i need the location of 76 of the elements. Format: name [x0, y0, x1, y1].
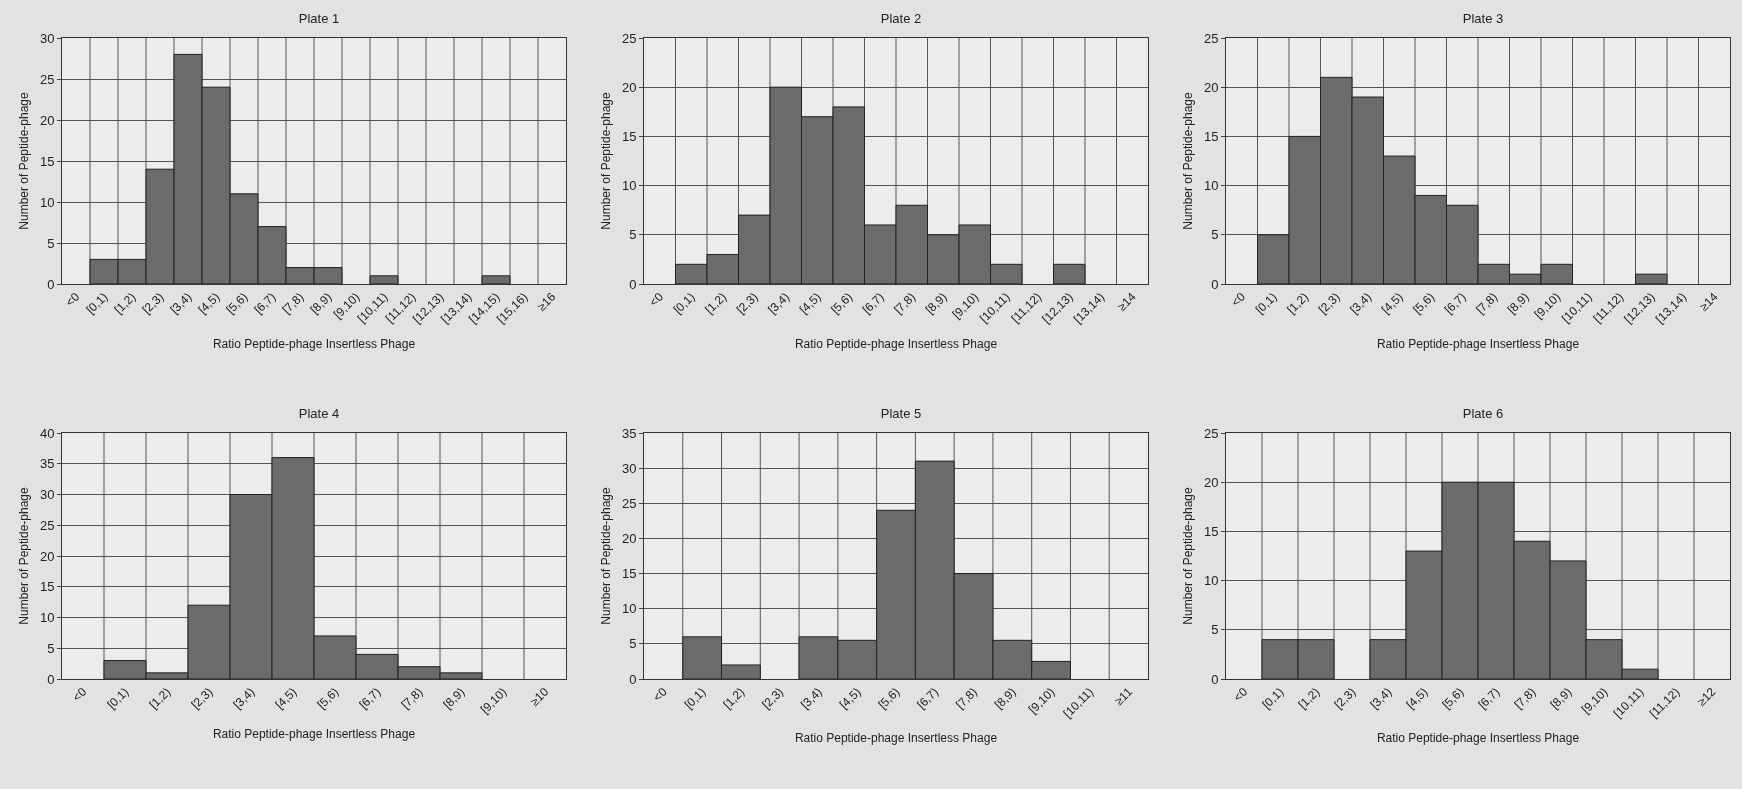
x-axis-title: Ratio Peptide-phage Insertless Phage: [1376, 337, 1580, 352]
x-tick-label: ≥16: [534, 289, 559, 314]
y-tick-label: 5: [629, 636, 637, 652]
y-tick-label: 35: [39, 456, 55, 472]
y-tick-label: 40: [39, 425, 55, 441]
y-tick-label: 10: [39, 610, 55, 626]
y-tick-label: 25: [1203, 30, 1219, 46]
y-tick-label: 35: [621, 425, 637, 441]
x-tick-label: <0: [62, 289, 83, 310]
x-axis-title: Ratio Peptide-phage Insertless Phage: [794, 731, 998, 746]
y-axis-title: Number of Peptide-phage: [1181, 486, 1195, 625]
y-tick-label: 0: [629, 276, 637, 292]
x-axis-title: Ratio Peptide-phage Insertless Phage: [794, 337, 998, 352]
y-axis-title: Number of Peptide-phage: [599, 91, 613, 230]
x-tick-label: ≥14: [1696, 289, 1721, 314]
y-tick-label: 10: [1203, 573, 1219, 589]
x-tick-label: <0: [1230, 684, 1251, 705]
y-axis-title: Number of Peptide-phage: [599, 486, 613, 625]
y-tick-label: 5: [47, 640, 55, 656]
y-tick-label: 10: [1203, 178, 1219, 194]
y-tick-label: 15: [621, 566, 637, 582]
y-tick-label: 5: [1211, 622, 1219, 638]
y-tick-label: 5: [629, 227, 637, 243]
x-axis-title: Ratio Peptide-phage Insertless Phage: [1376, 731, 1580, 746]
x-tick-label: ≥12: [1694, 684, 1719, 709]
y-tick-label: 20: [39, 548, 55, 564]
y-tick-label: 20: [1203, 79, 1219, 95]
y-tick-label: 25: [621, 30, 637, 46]
y-tick-label: 0: [47, 671, 55, 687]
y-tick-label: 25: [39, 517, 55, 533]
y-tick-label: 30: [39, 30, 55, 46]
y-tick-label: 15: [1203, 128, 1219, 144]
y-tick-label: 25: [621, 495, 637, 511]
chart-title: Plate 6: [1462, 405, 1504, 421]
x-tick-label: <0: [650, 684, 670, 705]
y-tick-label: 15: [39, 579, 55, 595]
y-tick-label: 30: [621, 460, 637, 476]
x-tick-label: ≥11: [1111, 684, 1136, 709]
chart-title: Plate 3: [1462, 10, 1504, 26]
y-tick-label: 10: [621, 178, 637, 194]
x-tick-label: ≥14: [1114, 289, 1139, 314]
y-tick-label: 15: [1203, 523, 1219, 539]
x-tick-label: <0: [1228, 289, 1249, 310]
x-axis-title: Ratio Peptide-phage Insertless Phage: [212, 727, 416, 742]
y-tick-label: 10: [39, 194, 55, 210]
y-tick-label: 20: [621, 79, 637, 95]
x-tick-label: <0: [69, 684, 90, 705]
y-tick-label: 0: [629, 671, 637, 687]
y-tick-label: 10: [621, 601, 637, 617]
chart-title: Plate 2: [880, 10, 922, 26]
chart-title: Plate 4: [298, 405, 340, 421]
bar: [1635, 273, 1668, 284]
y-tick-label: 20: [621, 530, 637, 546]
y-axis-title: Number of Peptide-phage: [17, 486, 31, 625]
y-axis-title: Number of Peptide-phage: [17, 91, 31, 230]
y-tick-label: 20: [1203, 474, 1219, 490]
x-tick-label: ≥10: [527, 684, 552, 709]
y-tick-label: 15: [621, 128, 637, 144]
y-tick-label: 0: [1211, 671, 1219, 687]
chart-title: Plate 5: [880, 405, 922, 421]
y-tick-label: 25: [39, 71, 55, 87]
y-tick-label: 0: [47, 276, 55, 292]
y-tick-label: 25: [1203, 425, 1219, 441]
x-axis-title: Ratio Peptide-phage Insertless Phage: [212, 337, 416, 352]
x-tick-label: <0: [646, 289, 667, 310]
y-tick-label: 5: [1211, 227, 1219, 243]
bar: [1053, 263, 1086, 284]
y-tick-label: 5: [47, 235, 55, 251]
y-tick-label: 30: [39, 487, 55, 503]
bar: [369, 275, 399, 284]
y-tick-label: 20: [39, 112, 55, 128]
y-tick-label: 15: [39, 153, 55, 169]
y-axis-title: Number of Peptide-phage: [1181, 91, 1195, 230]
bar: [481, 275, 511, 284]
y-tick-label: 0: [1211, 276, 1219, 292]
chart-title: Plate 1: [298, 10, 340, 26]
